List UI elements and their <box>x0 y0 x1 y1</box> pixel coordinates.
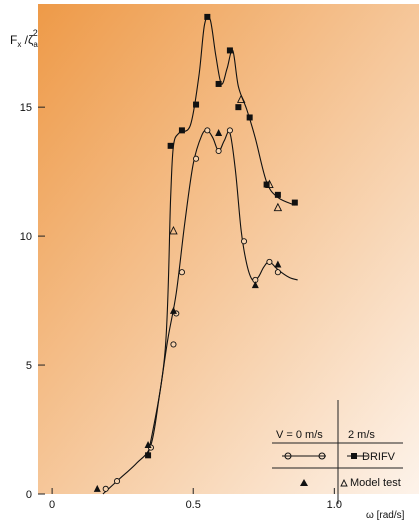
marker-circle-1-13 <box>274 269 281 276</box>
legend-row1-label: DRIFV <box>362 451 396 463</box>
plot-background <box>38 4 419 494</box>
legend-row2-label: Model test <box>350 477 401 489</box>
marker-triangle-filled-3-5 <box>274 260 282 268</box>
marker-square-0-11 <box>291 199 298 206</box>
legend-header-right: 2 m/s <box>348 429 375 441</box>
marker-circle-1-5 <box>178 269 185 276</box>
legend-circle-marker-2 <box>318 452 326 460</box>
marker-square-0-10 <box>274 191 281 198</box>
legend-header-left: V = 0 m/s <box>276 429 323 441</box>
data-markers <box>93 13 298 492</box>
marker-square-0-3 <box>193 101 200 108</box>
marker-square-0-4 <box>204 13 211 20</box>
legend-open-triangle <box>340 478 348 487</box>
marker-square-0-1 <box>167 142 174 149</box>
marker-triangle-open-2-2 <box>265 179 274 188</box>
marker-square-0-5 <box>215 80 222 87</box>
y-axis-ticks: 0 5 10 15 <box>20 102 45 501</box>
marker-square-0-0 <box>145 452 152 459</box>
x-tick-label-2: 1.0 <box>327 499 342 511</box>
y-tick-label-1: 5 <box>26 360 32 372</box>
curve-0 <box>147 15 296 456</box>
legend-filled-triangle <box>300 479 308 486</box>
marker-circle-1-8 <box>215 147 222 155</box>
marker-square-0-7 <box>235 104 242 111</box>
marker-triangle-filled-3-3 <box>215 128 223 136</box>
marker-circle-1-7 <box>204 127 211 134</box>
legend: V = 0 m/s 2 m/s DRIFV Model test <box>272 400 403 504</box>
marker-triangle-open-2-3 <box>273 202 283 212</box>
marker-triangle-open-2-1 <box>236 94 246 103</box>
y-tick-label-2: 10 <box>20 231 32 243</box>
marker-circle-1-0 <box>102 485 109 492</box>
marker-square-0-8 <box>246 114 253 121</box>
marker-triangle-filled-3-1 <box>144 441 152 448</box>
marker-square-0-9 <box>263 181 270 188</box>
marker-square-0-2 <box>178 127 185 134</box>
y-tick-label-3: 15 <box>20 102 32 114</box>
marker-circle-1-1 <box>113 478 121 485</box>
marker-triangle-filled-3-4 <box>251 281 259 289</box>
marker-triangle-filled-3-2 <box>169 306 177 314</box>
marker-square-0-6 <box>226 47 233 54</box>
x-tick-label-1: 0.5 <box>186 499 201 511</box>
marker-circle-1-10 <box>240 238 248 245</box>
marker-circle-1-12 <box>266 258 273 265</box>
x-tick-label-0: 0 <box>49 499 55 511</box>
marker-circle-1-9 <box>226 127 233 134</box>
marker-circle-1-3 <box>170 341 177 348</box>
legend-circle-marker-1 <box>284 452 292 460</box>
y-tick-label-0: 0 <box>26 489 32 501</box>
marker-triangle-filled-3-0 <box>93 484 101 492</box>
marker-triangle-open-2-0 <box>169 225 178 235</box>
marker-circle-1-6 <box>192 155 200 162</box>
x-axis-label: ω [rad/s] <box>366 510 405 521</box>
legend-square-marker <box>351 453 357 459</box>
y-axis-label: Fx /ζa2 <box>10 28 38 49</box>
